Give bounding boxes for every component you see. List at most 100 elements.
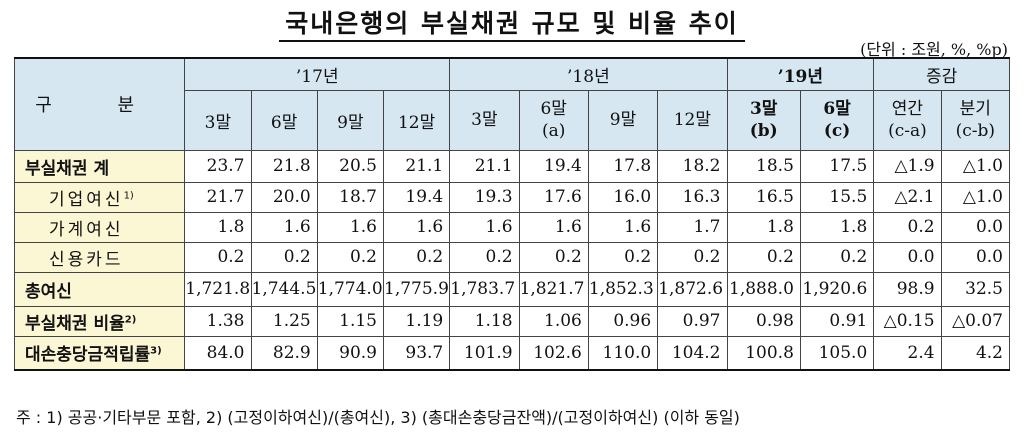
row-label: 부실채권 계 [13,149,186,183]
table-cell: 0.2 [726,241,801,273]
table-cell: △1.0 [940,181,1011,213]
row-label: 부실채권 비율2) [13,305,186,337]
sub-header-2019-1-line: (c) [823,121,851,141]
row-label-text: 대손충당금적립률 [25,345,151,366]
row-label-text: 기업여신 [49,189,124,210]
table-cell: 1,775.9 [382,271,451,307]
table-cell: 0.0 [873,241,942,273]
table-cell: 1,783.7 [449,271,520,307]
sub-header-2019-0: 3말 (b) [726,89,801,151]
table-cell: 0.0 [940,211,1011,243]
table-cell: 0.2 [449,241,520,273]
table-cell: 0.2 [873,211,942,243]
row-label-footnote-mark: 3) [150,345,162,357]
npl-table: 구 분 ’17년 ’18년 ’19년 증감 3말 6말 9말 12말 3말 6말 (a) 9말… [13,57,1011,371]
table-cell: △0.15 [873,305,942,337]
table-cell: 102.6 [518,335,589,371]
year-2018-header: ’18년 [449,57,728,91]
table-cell: 20.5 [316,149,385,183]
table-cell: 1.38 [184,305,252,337]
row-label-footnote-mark: 2) [124,313,137,325]
table-cell: 16.3 [657,181,728,213]
table-cell: 1.25 [250,305,318,337]
table-cell: 0.2 [184,241,252,273]
sub-header-change-0-line: 연간 [891,99,924,119]
table-body: 부실채권 계 23.7 21.8 20.5 21.1 21.1 19.4 17.8 18.2 18… [13,149,1011,371]
table-cell: △2.1 [873,181,942,213]
table-cell: 18.2 [657,149,728,183]
table-cell: 21.8 [250,149,318,183]
table-cell: 0.2 [799,241,875,273]
table-row: 신용카드 0.2 0.2 0.2 0.2 0.2 0.2 0.2 0.2 0.2 0.2 0.0 0.0 [13,241,1011,273]
sub-header-2018-1-line: (a) [542,121,566,141]
row-label-footnote-mark: 1) [123,189,134,201]
sub-header-2018-1: 6말 (a) [518,89,589,151]
table-cell: 18.5 [726,149,801,183]
table-cell: 1.8 [184,211,252,243]
table-cell: 1,774.0 [316,271,385,307]
table-cell: 16.5 [726,181,801,213]
table-cell: 17.5 [799,149,875,183]
table-cell: 21.7 [184,181,252,213]
sub-header-2018-2-line: 9말 [609,110,637,130]
table-cell: 1.6 [449,211,520,243]
change-header: 증감 [873,57,1010,91]
table-cell: 0.2 [657,241,728,273]
page-title-text: 국내은행의 부실채권 규모 및 비율 추이 [279,9,745,42]
sub-header-row: 3말 6말 9말 12말 3말 6말 (a) 9말 12말 3말 (b) 6말 (c) 연간 (c-a) 분기… [15,89,1011,151]
table-cell: 0.2 [587,241,659,273]
year-header-row: 구 분 ’17년 ’18년 ’19년 증감 [13,57,1010,151]
table-cell: 0.98 [726,305,801,337]
sub-header-2018-1-line: 6말 [540,99,567,119]
year-2017-header: ’17년 [184,57,451,91]
table-cell: 1,852.3 [587,271,659,307]
table-cell: 1.19 [382,305,451,337]
table-cell: 1,721.8 [184,271,252,307]
row-label: 기업여신1) [13,181,186,213]
row-label: 가계여신 [13,211,186,243]
sub-header-2019-0-line: 3말 [749,99,778,119]
table-cell: 17.8 [587,149,659,183]
table-cell: 105.0 [799,335,875,371]
row-label-text: 부실채권 계 [25,158,110,179]
table-cell: 21.1 [382,149,451,183]
table-cell: △1.9 [873,149,942,183]
table-cell: 1.15 [316,305,385,337]
sub-header-2017-2: 9말 [316,89,385,151]
table-cell: 18.7 [316,181,385,213]
table-cell: 0.91 [799,305,875,337]
table-row: 가계여신 1.8 1.6 1.6 1.6 1.6 1.6 1.6 1.7 1.8 1.8 0.2 0.0 [13,211,1011,243]
table-cell: 0.2 [250,241,318,273]
page-title: 국내은행의 부실채권 규모 및 비율 추이 [0,4,1024,42]
table-cell: △0.07 [940,305,1011,337]
sub-header-2019-1: 6말 (c) [799,89,875,151]
sub-header-2018-2: 9말 [587,89,659,151]
sub-header-2018-3-line: 12말 [673,110,711,130]
table-cell: 1,744.5 [250,271,318,307]
row-label-text: 가계여신 [49,219,124,240]
table-cell: 1,821.7 [518,271,589,307]
table-cell: 20.0 [250,181,318,213]
sub-header-change-0: 연간 (c-a) [873,89,942,151]
table-cell: 17.6 [518,181,589,213]
table-cell: 1.6 [518,211,589,243]
footnote: 주 : 1) 공공·기타부문 포함, 2) (고정이하여신)/(총여신), 3)… [16,408,740,427]
table-row: 대손충당금적립률3) 84.0 82.9 90.9 93.7 101.9 102.6 110.… [13,335,1011,371]
year-2019-header: ’19년 [726,57,875,91]
sub-header-2017-0: 3말 [184,89,252,151]
table-cell: 1.8 [799,211,875,243]
table-cell: 1.7 [657,211,728,243]
table-row: 기업여신1) 21.7 20.0 18.7 19.4 19.3 17.6 16.0 16.3 16… [13,181,1011,213]
table-cell: 1.18 [449,305,520,337]
table-cell: 1.6 [382,211,451,243]
table-cell: 0.97 [657,305,728,337]
table-cell: 82.9 [250,335,318,371]
sub-header-change-1: 분기 (c-b) [940,89,1011,151]
table-cell: 19.3 [449,181,520,213]
table-cell: 1.6 [587,211,659,243]
category-header: 구 분 [13,57,186,151]
sub-header-2017-1: 6말 [250,89,318,151]
table-cell: 0.2 [316,241,385,273]
sub-header-2018-0-line: 3말 [471,110,498,130]
row-label: 신용카드 [13,241,186,273]
